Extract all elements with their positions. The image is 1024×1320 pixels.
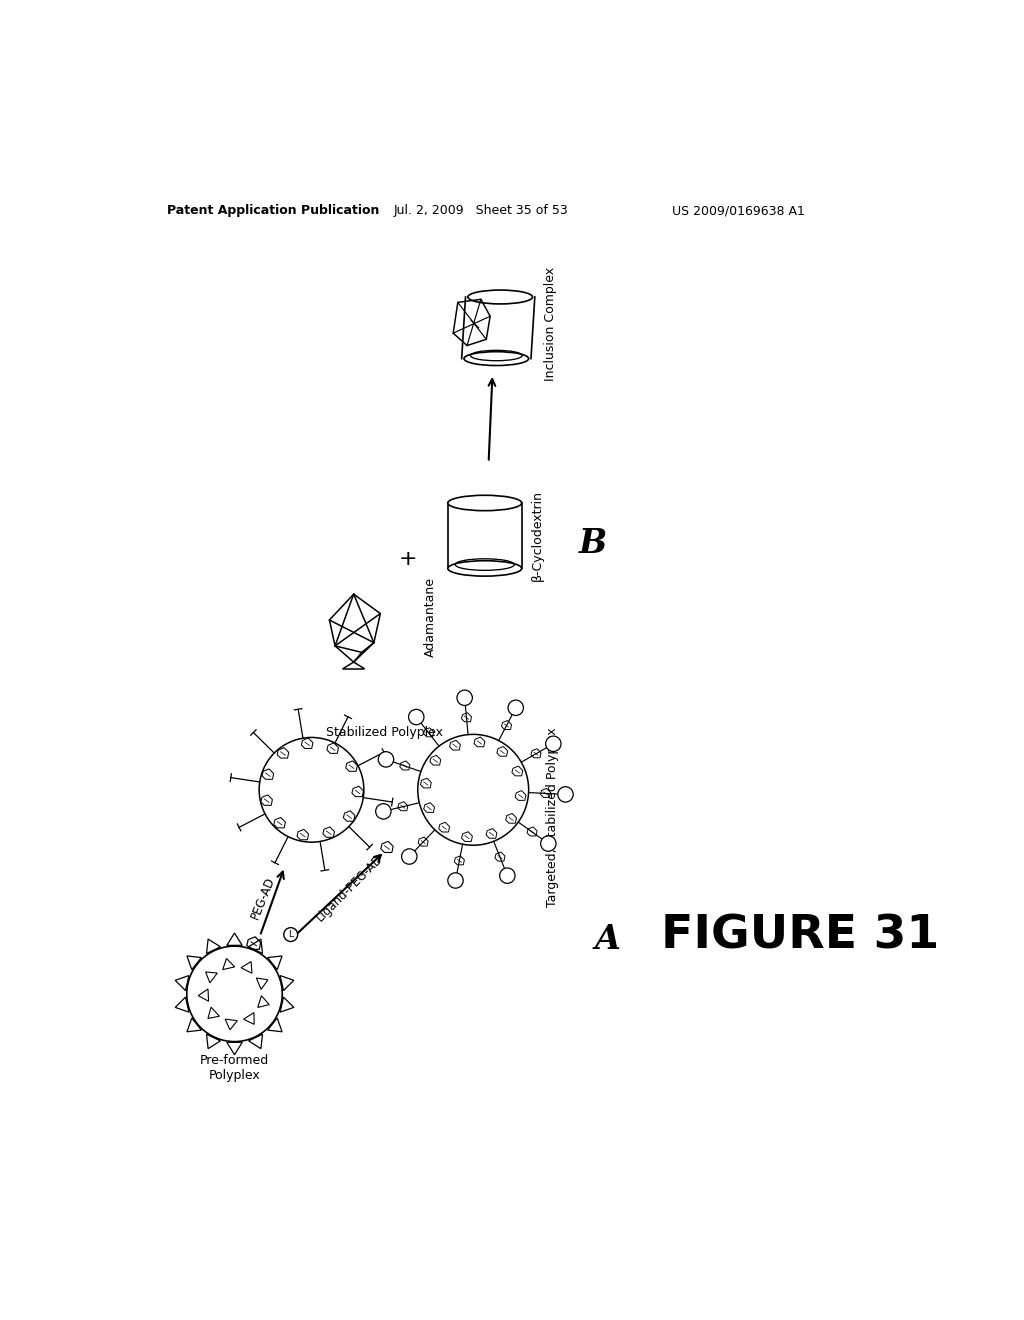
- Text: Adamantane: Adamantane: [424, 577, 437, 656]
- Circle shape: [401, 849, 417, 865]
- Circle shape: [546, 737, 561, 751]
- Text: Targeted, Stabilized Polyplex: Targeted, Stabilized Polyplex: [546, 727, 559, 907]
- Text: L: L: [407, 851, 412, 861]
- Text: L: L: [563, 789, 567, 799]
- Circle shape: [376, 804, 391, 820]
- Ellipse shape: [468, 290, 532, 304]
- Text: L: L: [454, 876, 458, 884]
- Circle shape: [457, 690, 472, 705]
- Text: L: L: [414, 713, 419, 722]
- Circle shape: [541, 836, 556, 851]
- Text: L: L: [505, 871, 510, 880]
- Text: A: A: [595, 924, 621, 957]
- Text: L: L: [381, 807, 386, 816]
- Circle shape: [378, 751, 393, 767]
- Text: US 2009/0169638 A1: US 2009/0169638 A1: [673, 205, 805, 218]
- Circle shape: [409, 709, 424, 725]
- Text: L: L: [551, 739, 556, 748]
- Circle shape: [558, 787, 573, 803]
- Text: β-Cyclodextrin: β-Cyclodextrin: [530, 490, 544, 581]
- Text: L: L: [546, 840, 551, 847]
- Text: Stabilized Polyplex: Stabilized Polyplex: [327, 726, 443, 739]
- Text: L: L: [513, 704, 518, 713]
- Text: L: L: [384, 755, 388, 764]
- Text: Jul. 2, 2009   Sheet 35 of 53: Jul. 2, 2009 Sheet 35 of 53: [393, 205, 568, 218]
- Text: B: B: [579, 527, 606, 560]
- Ellipse shape: [464, 351, 528, 366]
- Text: Patent Application Publication: Patent Application Publication: [167, 205, 379, 218]
- Text: +: +: [398, 549, 417, 569]
- Ellipse shape: [447, 561, 521, 576]
- Text: PEG-AD: PEG-AD: [249, 874, 278, 921]
- Text: Inclusion Complex: Inclusion Complex: [544, 267, 557, 381]
- Text: FIGURE 31: FIGURE 31: [662, 913, 940, 958]
- Text: Ligand-PEG-AD: Ligand-PEG-AD: [314, 853, 386, 924]
- Text: L: L: [462, 693, 467, 702]
- Circle shape: [500, 869, 515, 883]
- Circle shape: [508, 700, 523, 715]
- Text: L: L: [288, 931, 293, 939]
- Circle shape: [447, 873, 463, 888]
- Ellipse shape: [447, 495, 521, 511]
- Text: Pre-formed
Polyplex: Pre-formed Polyplex: [200, 1053, 269, 1082]
